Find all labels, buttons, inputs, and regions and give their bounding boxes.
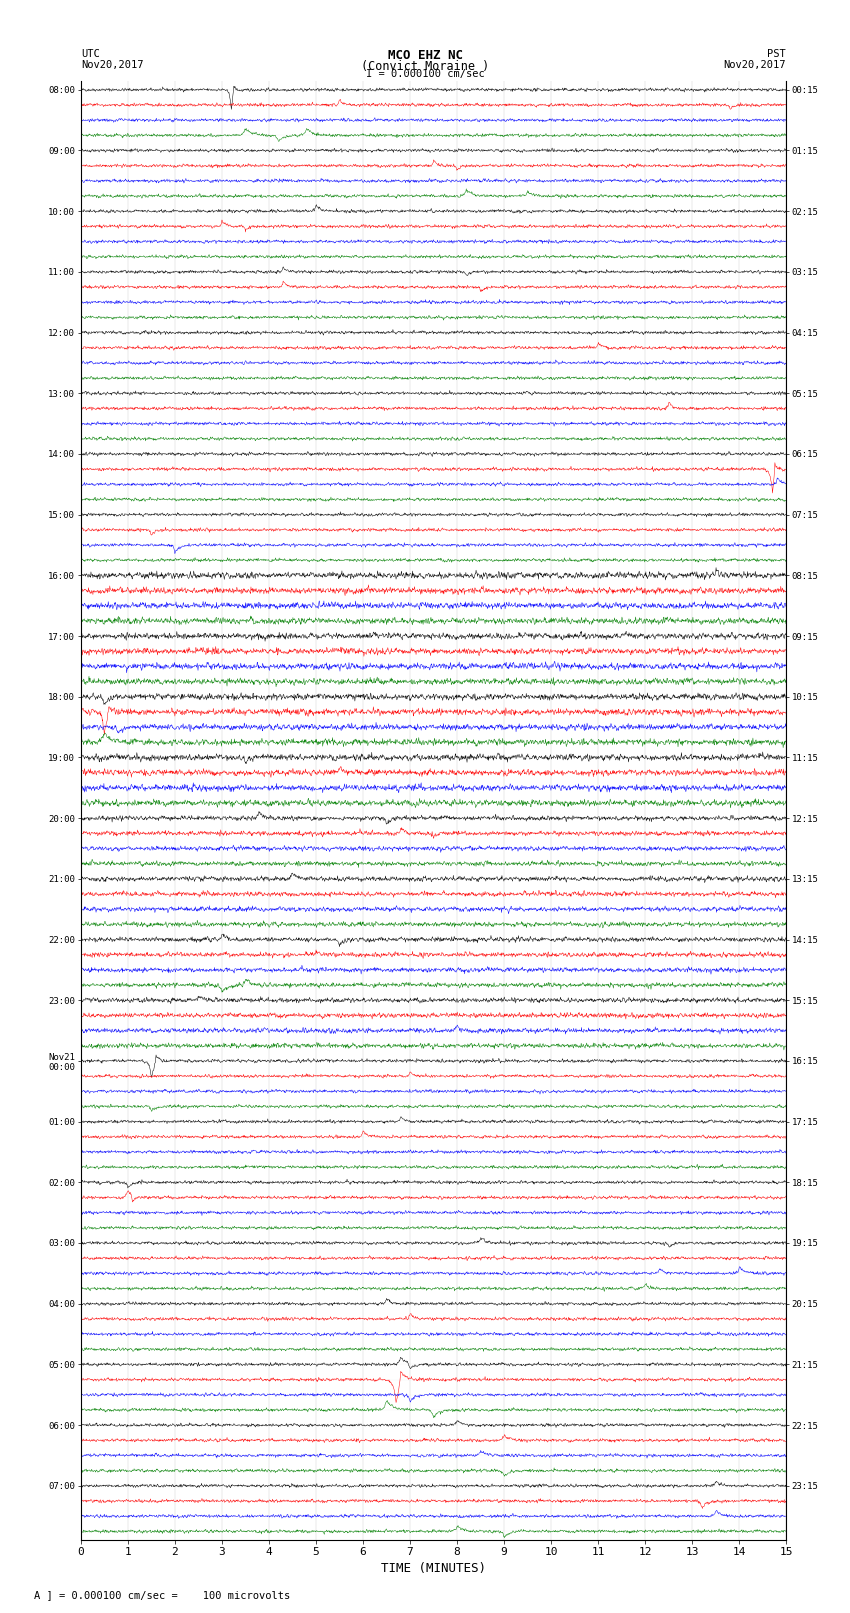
Text: Nov20,2017: Nov20,2017 <box>81 60 144 69</box>
Text: Nov20,2017: Nov20,2017 <box>723 60 786 69</box>
Text: A ] = 0.000100 cm/sec =    100 microvolts: A ] = 0.000100 cm/sec = 100 microvolts <box>34 1590 290 1600</box>
Text: (Convict Moraine ): (Convict Moraine ) <box>361 60 489 73</box>
Text: PST: PST <box>768 50 786 60</box>
Text: I = 0.000100 cm/sec: I = 0.000100 cm/sec <box>366 69 484 79</box>
Text: MCO EHZ NC: MCO EHZ NC <box>388 50 462 63</box>
X-axis label: TIME (MINUTES): TIME (MINUTES) <box>381 1561 486 1574</box>
Text: UTC: UTC <box>81 50 99 60</box>
